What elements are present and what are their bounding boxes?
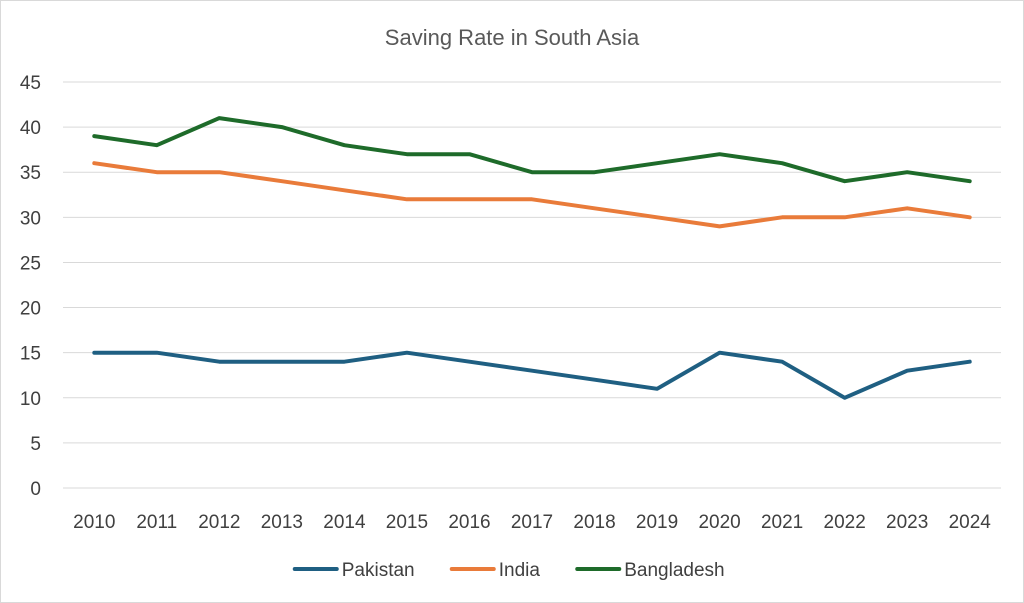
legend-label-pakistan: Pakistan	[342, 560, 415, 581]
y-tick-label: 20	[20, 299, 41, 320]
series-line-bangladesh	[92, 116, 972, 184]
y-axis-tick-labels: 0 5 10 15 20 25 30 35 40 45	[20, 73, 41, 500]
x-tick-label: 2020	[698, 512, 740, 533]
x-tick-label: 2023	[886, 512, 928, 533]
x-tick-label: 2014	[323, 512, 366, 533]
chart-title: Saving Rate in South Asia	[385, 25, 640, 50]
x-tick-label: 2024	[949, 512, 992, 533]
x-axis-tick-labels: 2010 2011 2012 2013 2014 2015 2016 2017 2018 2019…	[73, 512, 991, 533]
x-tick-label: 2015	[386, 512, 428, 533]
x-tick-label: 2017	[511, 512, 553, 533]
y-tick-label: 0	[30, 479, 41, 500]
x-tick-label: 2019	[636, 512, 678, 533]
y-tick-label: 45	[20, 73, 41, 94]
legend-label-india: India	[499, 560, 541, 581]
legend-label-bangladesh: Bangladesh	[624, 560, 724, 581]
series-line-pakistan	[92, 350, 972, 400]
x-tick-label: 2021	[761, 512, 803, 533]
legend: Pakistan India Bangladesh	[292, 560, 725, 581]
x-tick-label: 2022	[824, 512, 866, 533]
y-tick-label: 5	[30, 434, 41, 455]
y-tick-label: 35	[20, 163, 41, 184]
gridlines	[63, 81, 1001, 489]
x-tick-label: 2018	[573, 512, 615, 533]
x-tick-label: 2011	[136, 512, 177, 533]
y-tick-label: 40	[20, 118, 41, 139]
y-tick-label: 25	[20, 253, 41, 274]
y-tick-label: 10	[20, 389, 41, 410]
x-tick-label: 2010	[73, 512, 115, 533]
x-tick-label: 2012	[198, 512, 240, 533]
y-tick-label: 30	[20, 208, 41, 229]
series-line-india	[92, 161, 972, 229]
series-lines	[92, 116, 972, 400]
x-tick-label: 2016	[448, 512, 490, 533]
x-tick-label: 2013	[261, 512, 303, 533]
y-tick-label: 15	[20, 344, 41, 365]
